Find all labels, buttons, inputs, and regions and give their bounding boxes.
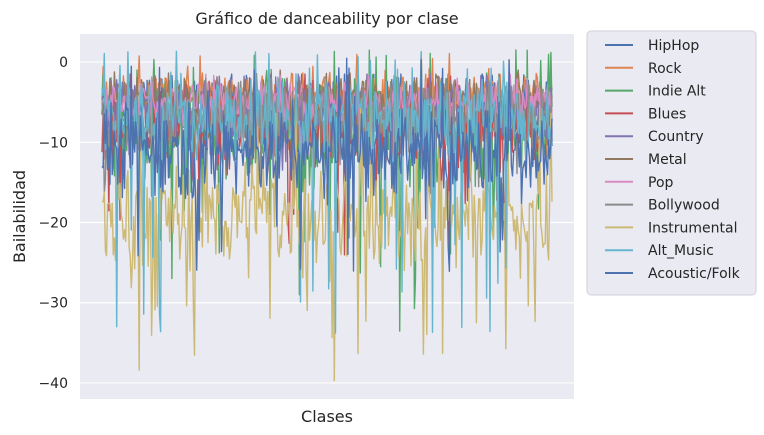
legend-label-instrumental: Instrumental	[648, 220, 738, 236]
y-tick-label: −10	[38, 135, 68, 151]
legend-label-country: Country	[648, 129, 704, 145]
legend-box	[586, 30, 757, 296]
legend-label-metal: Metal	[648, 152, 687, 168]
y-tick-label: −40	[38, 376, 68, 392]
legend-label-blues: Blues	[648, 106, 686, 122]
x-axis-title: Clases	[301, 407, 353, 426]
legend-label-alt-music: Alt_Music	[648, 243, 714, 259]
chart-title: Gráfico de danceability por clase	[195, 9, 458, 28]
series-lines	[101, 49, 553, 382]
legend: HipHop Rock Indie Alt Blues Country Metal Pop B…	[586, 30, 757, 296]
legend-label-pop: Pop	[648, 175, 674, 191]
series-line-acoustic-folk	[101, 57, 553, 272]
y-tick-label: −30	[38, 296, 68, 312]
series-line-alt-music	[101, 50, 553, 334]
legend-label-bollywood: Bollywood	[648, 198, 720, 214]
legend-label-acoustic-folk: Acoustic/Folk	[648, 266, 741, 282]
legend-label-indie-alt: Indie Alt	[648, 84, 706, 100]
legend-label-hiphop: HipHop	[648, 38, 699, 54]
y-axis-title: Bailabilidad	[10, 170, 29, 263]
y-tick-label: 0	[59, 55, 68, 71]
y-tick-labels: 0 −10 −20 −30 −40	[38, 55, 68, 392]
legend-label-rock: Rock	[648, 61, 682, 77]
y-tick-label: −20	[38, 216, 68, 232]
